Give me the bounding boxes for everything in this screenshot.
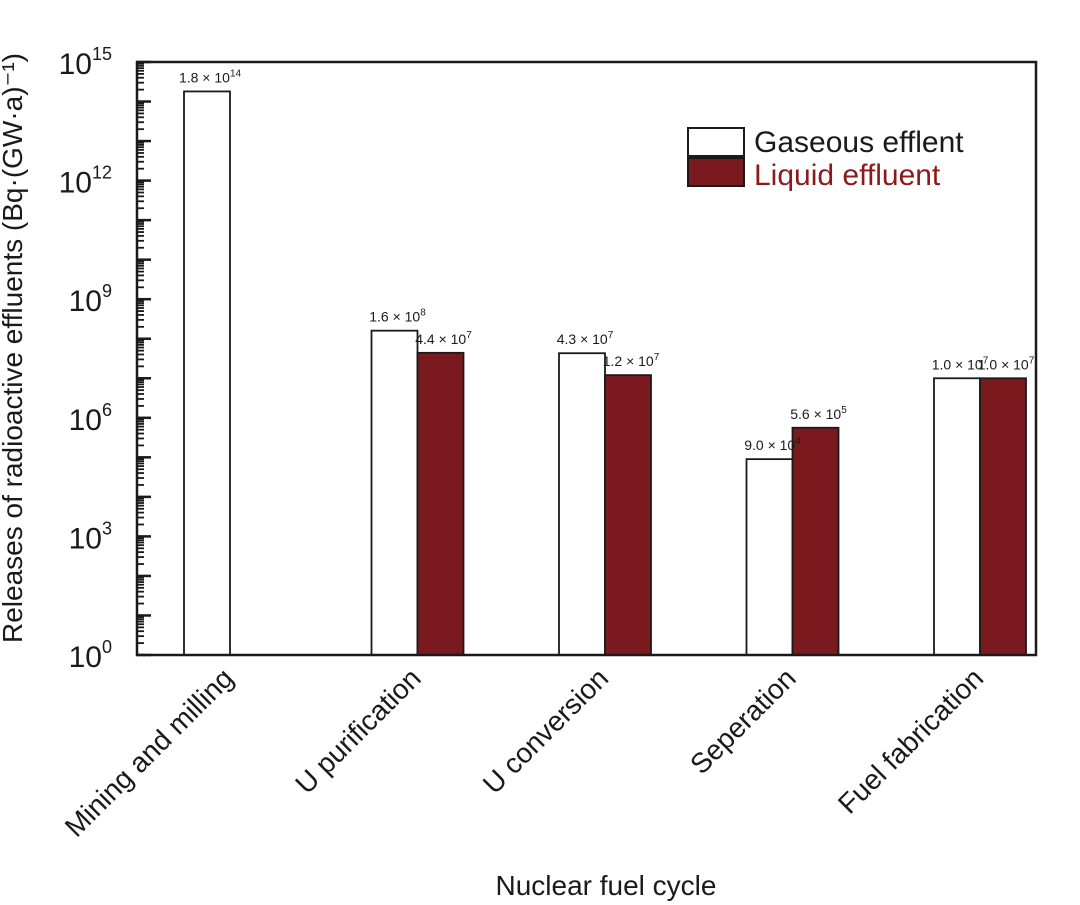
y-tick-label: 1015 xyxy=(59,44,112,81)
legend-label-gaseous: Gaseous efflent xyxy=(754,126,964,159)
data-label-gaseous-4: 1.0 × 107 xyxy=(932,355,989,372)
plot-frame xyxy=(135,60,1038,657)
bar-gaseous-2 xyxy=(558,352,606,656)
y-tick-label: 109 xyxy=(69,281,112,318)
legend-swatch-liquid xyxy=(687,157,745,187)
x-axis-title: Nuclear fuel cycle xyxy=(496,870,717,901)
bar-liquid-2 xyxy=(604,374,652,656)
legend-label-liquid: Liquid effluent xyxy=(754,159,941,192)
category-label: Seperation xyxy=(684,662,802,780)
legend: Gaseous efflent Liquid effluent xyxy=(687,126,964,192)
y-axis-title: Releases of radioactive effluents (Bq·(G… xyxy=(0,53,28,643)
bar-gaseous-0 xyxy=(183,90,231,656)
bars-layer xyxy=(183,90,1027,656)
data-label-liquid-2: 1.2 × 107 xyxy=(603,352,660,369)
data-labels-layer: 1.8 × 1014 1.6 × 108 4.4 × 107 4.3 × 107 1.2… xyxy=(179,68,1035,453)
data-label-liquid-3: 5.6 × 105 xyxy=(790,405,847,422)
data-label-liquid-1: 4.4 × 107 xyxy=(415,330,472,347)
bar-gaseous-1 xyxy=(370,329,419,656)
category-label: Fuel fabrication xyxy=(832,662,989,819)
bar-gaseous-4 xyxy=(933,377,981,656)
category-label: Mining and milling xyxy=(59,662,239,842)
bar-liquid-3 xyxy=(791,426,840,656)
x-axis-categories: Mining and milling U purification U conver… xyxy=(59,662,989,842)
data-label-gaseous-3: 9.0 × 104 xyxy=(744,436,801,453)
y-tick-label: 1012 xyxy=(59,163,112,200)
data-label-liquid-4: 1.0 × 107 xyxy=(978,355,1035,372)
y-tick-label: 100 xyxy=(69,637,112,674)
legend-swatch-gaseous xyxy=(687,127,745,157)
y-tick-label: 106 xyxy=(69,400,112,437)
bar-liquid-4 xyxy=(979,377,1027,656)
data-label-gaseous-1: 1.6 × 108 xyxy=(369,308,426,325)
data-label-gaseous-2: 4.3 × 107 xyxy=(557,330,614,347)
data-label-gaseous-0: 1.8 × 1014 xyxy=(179,68,242,85)
y-tick-label: 103 xyxy=(69,518,112,555)
bar-gaseous-3 xyxy=(745,458,794,656)
bar-liquid-1 xyxy=(416,351,465,656)
y-axis-ticks: 100 103 106 109 1012 1015 xyxy=(59,44,151,674)
category-label: U purification xyxy=(289,662,426,799)
category-label: U conversion xyxy=(477,662,614,799)
